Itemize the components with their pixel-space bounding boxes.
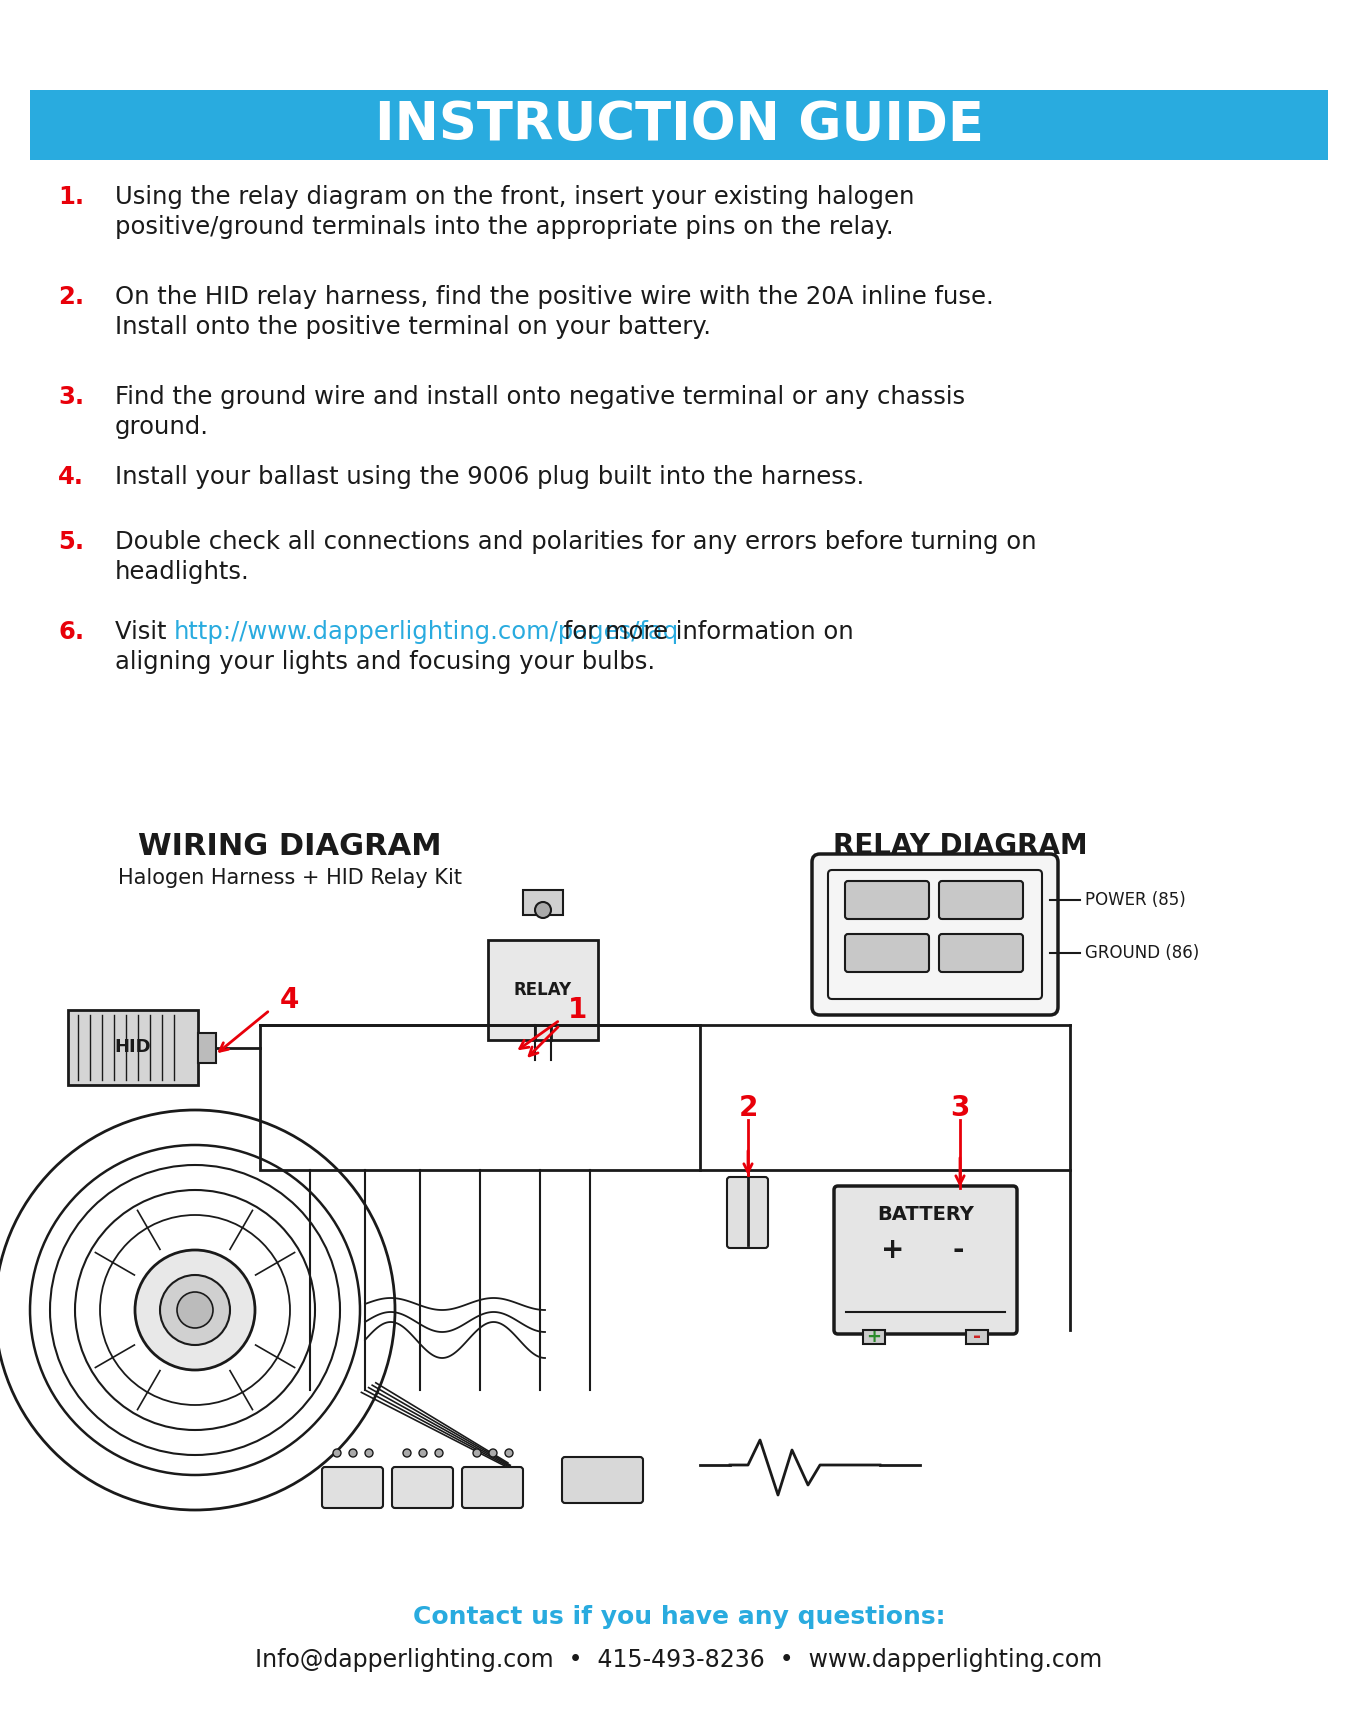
Text: 4: 4 bbox=[280, 987, 299, 1014]
Text: http://www.dapperlighting.com/pages/faq: http://www.dapperlighting.com/pages/faq bbox=[174, 620, 679, 644]
Text: Double check all connections and polarities for any errors before turning on: Double check all connections and polarit… bbox=[115, 529, 1036, 553]
FancyBboxPatch shape bbox=[812, 855, 1058, 1016]
Circle shape bbox=[349, 1449, 357, 1458]
Text: 6.: 6. bbox=[58, 620, 84, 644]
Circle shape bbox=[489, 1449, 497, 1458]
Bar bbox=[966, 1329, 989, 1345]
Circle shape bbox=[535, 903, 551, 918]
FancyBboxPatch shape bbox=[845, 934, 929, 971]
Circle shape bbox=[420, 1449, 426, 1458]
FancyBboxPatch shape bbox=[562, 1458, 642, 1502]
Circle shape bbox=[134, 1250, 255, 1370]
Text: 2.: 2. bbox=[58, 284, 84, 308]
FancyBboxPatch shape bbox=[938, 880, 1023, 918]
Bar bbox=[523, 891, 564, 915]
Text: 5.: 5. bbox=[58, 529, 84, 553]
Text: 3.: 3. bbox=[58, 385, 84, 409]
Circle shape bbox=[177, 1292, 213, 1328]
Text: HID: HID bbox=[114, 1038, 151, 1057]
Text: Info@dapperlighting.com  •  415-493-8236  •  www.dapperlighting.com: Info@dapperlighting.com • 415-493-8236 •… bbox=[255, 1648, 1103, 1672]
Bar bbox=[862, 1329, 885, 1345]
Text: BATTERY: BATTERY bbox=[877, 1206, 974, 1225]
Text: for more information on: for more information on bbox=[555, 620, 854, 644]
Text: Contact us if you have any questions:: Contact us if you have any questions: bbox=[413, 1605, 945, 1629]
FancyBboxPatch shape bbox=[834, 1185, 1017, 1334]
Text: +: + bbox=[881, 1237, 904, 1264]
Circle shape bbox=[333, 1449, 341, 1458]
Text: POWER (85): POWER (85) bbox=[1085, 891, 1186, 910]
Text: On the HID relay harness, find the positive wire with the 20A inline fuse.: On the HID relay harness, find the posit… bbox=[115, 284, 994, 308]
Text: -: - bbox=[952, 1237, 964, 1264]
Text: 1.: 1. bbox=[58, 185, 84, 209]
Circle shape bbox=[505, 1449, 513, 1458]
Text: 4.: 4. bbox=[58, 464, 84, 488]
Circle shape bbox=[435, 1449, 443, 1458]
Text: GROUND (86): GROUND (86) bbox=[1085, 944, 1199, 963]
FancyBboxPatch shape bbox=[938, 934, 1023, 971]
Text: 1: 1 bbox=[568, 995, 587, 1024]
Circle shape bbox=[365, 1449, 373, 1458]
Text: 2: 2 bbox=[739, 1095, 758, 1122]
Text: Using the relay diagram on the front, insert your existing halogen: Using the relay diagram on the front, in… bbox=[115, 185, 914, 209]
Bar bbox=[198, 1033, 216, 1062]
Bar bbox=[488, 940, 598, 1040]
Text: RELAY DIAGRAM: RELAY DIAGRAM bbox=[832, 833, 1088, 860]
Circle shape bbox=[473, 1449, 481, 1458]
Circle shape bbox=[403, 1449, 411, 1458]
Text: Install onto the positive terminal on your battery.: Install onto the positive terminal on yo… bbox=[115, 315, 712, 339]
FancyBboxPatch shape bbox=[462, 1466, 523, 1507]
FancyBboxPatch shape bbox=[322, 1466, 383, 1507]
Text: 3: 3 bbox=[951, 1095, 970, 1122]
FancyBboxPatch shape bbox=[845, 880, 929, 918]
Bar bbox=[259, 1024, 699, 1170]
Bar bbox=[30, 91, 1328, 159]
Text: positive/ground terminals into the appropriate pins on the relay.: positive/ground terminals into the appro… bbox=[115, 216, 894, 240]
FancyBboxPatch shape bbox=[727, 1177, 769, 1249]
Text: RELAY: RELAY bbox=[513, 982, 572, 999]
Bar bbox=[68, 1011, 198, 1084]
FancyBboxPatch shape bbox=[392, 1466, 454, 1507]
Text: Halogen Harness + HID Relay Kit: Halogen Harness + HID Relay Kit bbox=[118, 868, 462, 887]
Text: Find the ground wire and install onto negative terminal or any chassis: Find the ground wire and install onto ne… bbox=[115, 385, 966, 409]
Text: headlights.: headlights. bbox=[115, 560, 250, 584]
Text: INSTRUCTION GUIDE: INSTRUCTION GUIDE bbox=[375, 99, 983, 151]
Text: -: - bbox=[972, 1328, 980, 1346]
Text: aligning your lights and focusing your bulbs.: aligning your lights and focusing your b… bbox=[115, 649, 655, 673]
Text: WIRING DIAGRAM: WIRING DIAGRAM bbox=[139, 833, 441, 862]
Circle shape bbox=[160, 1274, 230, 1345]
Text: ground.: ground. bbox=[115, 415, 209, 439]
Text: +: + bbox=[866, 1328, 881, 1346]
Text: Visit: Visit bbox=[115, 620, 174, 644]
Text: Install your ballast using the 9006 plug built into the harness.: Install your ballast using the 9006 plug… bbox=[115, 464, 864, 488]
